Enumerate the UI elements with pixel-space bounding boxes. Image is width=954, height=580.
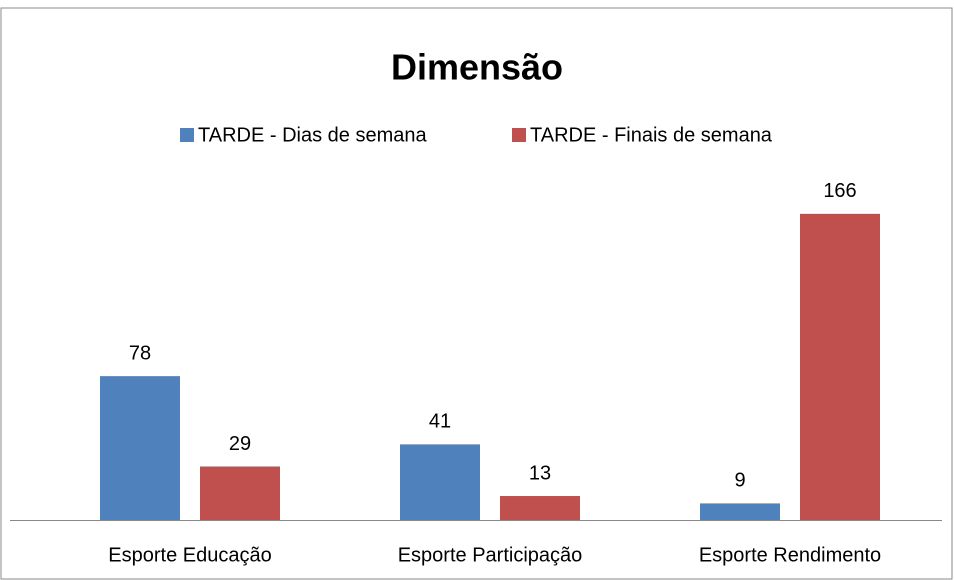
legend-swatch [180,128,194,142]
x-tick-label: Esporte Educação [108,544,271,566]
chart-title: Dimensão [391,47,563,88]
legend-label: TARDE - Finais de semana [530,124,773,146]
bar [700,503,780,520]
data-label: 29 [229,433,251,455]
data-label: 13 [529,462,551,484]
bar [800,213,880,521]
data-label: 9 [734,470,745,492]
bar [400,444,480,520]
bar [200,466,280,520]
legend-label: TARDE - Dias de semana [198,124,427,146]
x-tick-label: Esporte Participação [398,544,583,566]
x-tick-label: Esporte Rendimento [699,544,881,566]
data-label: 166 [823,180,856,202]
legend-swatch [512,128,526,142]
data-label: 78 [129,342,151,364]
data-label: 41 [429,411,451,433]
bar [100,376,180,520]
bar [500,496,580,520]
